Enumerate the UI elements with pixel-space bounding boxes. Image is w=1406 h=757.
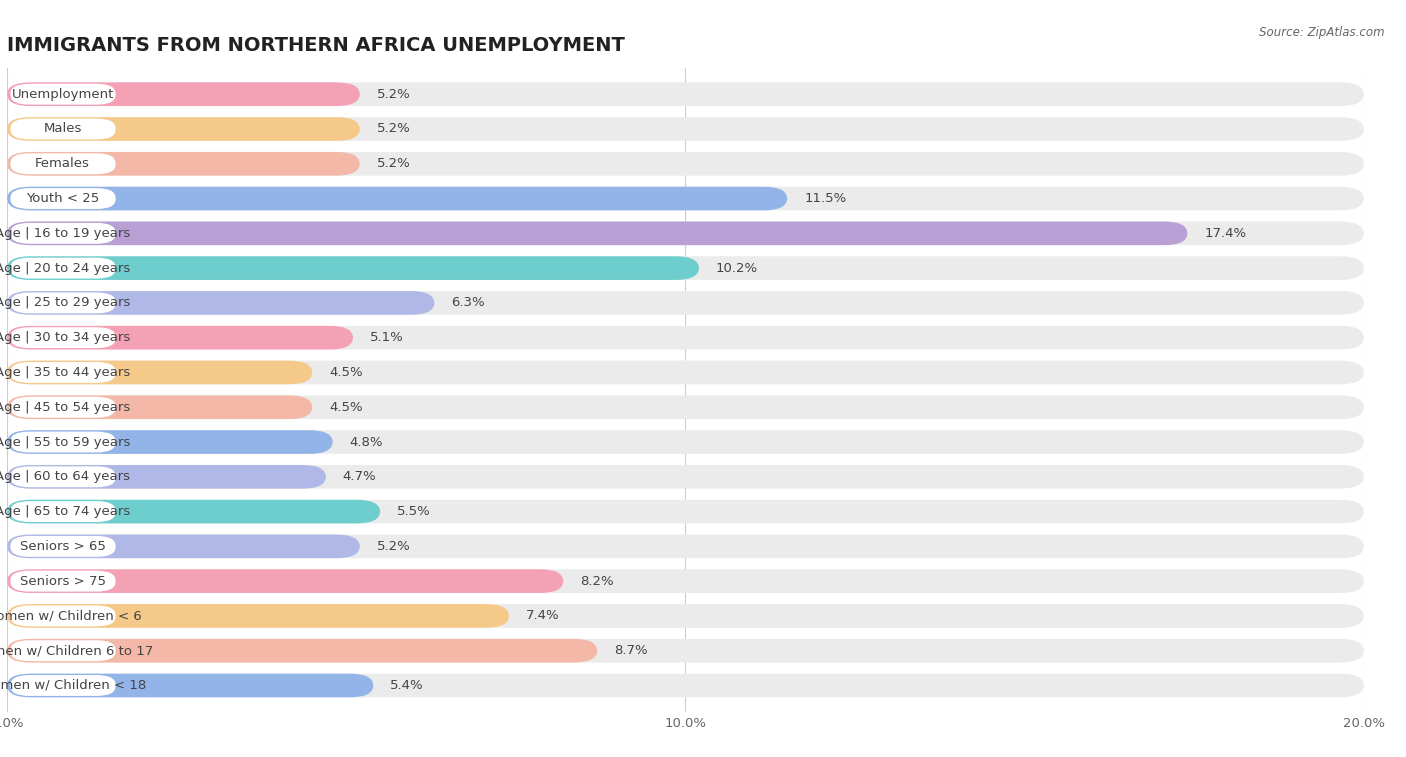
FancyBboxPatch shape	[10, 362, 115, 383]
Text: 5.2%: 5.2%	[377, 157, 411, 170]
Text: Source: ZipAtlas.com: Source: ZipAtlas.com	[1260, 26, 1385, 39]
FancyBboxPatch shape	[10, 536, 115, 557]
FancyBboxPatch shape	[7, 604, 509, 628]
FancyBboxPatch shape	[7, 500, 380, 523]
FancyBboxPatch shape	[7, 326, 1364, 350]
Text: Females: Females	[35, 157, 90, 170]
FancyBboxPatch shape	[7, 326, 353, 350]
Text: 4.5%: 4.5%	[329, 366, 363, 379]
Text: 6.3%: 6.3%	[451, 297, 485, 310]
Text: 5.2%: 5.2%	[377, 540, 411, 553]
Text: Unemployment: Unemployment	[11, 88, 114, 101]
FancyBboxPatch shape	[10, 188, 115, 209]
FancyBboxPatch shape	[7, 430, 333, 454]
FancyBboxPatch shape	[7, 291, 1364, 315]
Text: 11.5%: 11.5%	[804, 192, 846, 205]
FancyBboxPatch shape	[10, 431, 115, 453]
FancyBboxPatch shape	[7, 360, 312, 385]
FancyBboxPatch shape	[7, 395, 312, 419]
FancyBboxPatch shape	[7, 152, 1364, 176]
Text: 17.4%: 17.4%	[1205, 227, 1247, 240]
FancyBboxPatch shape	[7, 117, 1364, 141]
FancyBboxPatch shape	[7, 500, 1364, 523]
Text: 4.5%: 4.5%	[329, 400, 363, 414]
FancyBboxPatch shape	[10, 84, 115, 104]
FancyBboxPatch shape	[7, 117, 360, 141]
FancyBboxPatch shape	[7, 639, 598, 662]
Text: Seniors > 65: Seniors > 65	[20, 540, 105, 553]
FancyBboxPatch shape	[7, 534, 360, 558]
FancyBboxPatch shape	[7, 430, 1364, 454]
FancyBboxPatch shape	[10, 571, 115, 591]
FancyBboxPatch shape	[7, 569, 1364, 593]
FancyBboxPatch shape	[7, 465, 1364, 488]
FancyBboxPatch shape	[10, 154, 115, 174]
Text: 10.2%: 10.2%	[716, 262, 758, 275]
FancyBboxPatch shape	[7, 639, 1364, 662]
FancyBboxPatch shape	[10, 606, 115, 626]
FancyBboxPatch shape	[7, 257, 699, 280]
FancyBboxPatch shape	[7, 569, 564, 593]
Text: Age | 30 to 34 years: Age | 30 to 34 years	[0, 331, 131, 344]
FancyBboxPatch shape	[10, 223, 115, 244]
FancyBboxPatch shape	[7, 83, 1364, 106]
FancyBboxPatch shape	[7, 534, 1364, 558]
FancyBboxPatch shape	[7, 360, 1364, 385]
FancyBboxPatch shape	[7, 152, 360, 176]
Text: 8.2%: 8.2%	[581, 575, 614, 587]
Text: Age | 65 to 74 years: Age | 65 to 74 years	[0, 505, 131, 518]
FancyBboxPatch shape	[10, 397, 115, 418]
Text: Age | 45 to 54 years: Age | 45 to 54 years	[0, 400, 131, 414]
Text: Women w/ Children 6 to 17: Women w/ Children 6 to 17	[0, 644, 153, 657]
Text: Age | 35 to 44 years: Age | 35 to 44 years	[0, 366, 131, 379]
Text: 5.2%: 5.2%	[377, 88, 411, 101]
Text: 5.5%: 5.5%	[396, 505, 430, 518]
FancyBboxPatch shape	[10, 292, 115, 313]
Text: 5.2%: 5.2%	[377, 123, 411, 136]
Text: 4.7%: 4.7%	[343, 470, 377, 483]
FancyBboxPatch shape	[7, 395, 1364, 419]
FancyBboxPatch shape	[10, 119, 115, 139]
Text: 8.7%: 8.7%	[614, 644, 648, 657]
Text: Age | 60 to 64 years: Age | 60 to 64 years	[0, 470, 131, 483]
FancyBboxPatch shape	[7, 83, 360, 106]
FancyBboxPatch shape	[7, 674, 1364, 697]
Text: 4.8%: 4.8%	[350, 435, 382, 449]
FancyBboxPatch shape	[10, 640, 115, 661]
FancyBboxPatch shape	[7, 291, 434, 315]
FancyBboxPatch shape	[7, 222, 1188, 245]
Text: 7.4%: 7.4%	[526, 609, 560, 622]
Text: Women w/ Children < 18: Women w/ Children < 18	[0, 679, 146, 692]
FancyBboxPatch shape	[10, 257, 115, 279]
Text: Youth < 25: Youth < 25	[27, 192, 100, 205]
Text: Age | 25 to 29 years: Age | 25 to 29 years	[0, 297, 131, 310]
FancyBboxPatch shape	[10, 466, 115, 488]
Text: Males: Males	[44, 123, 82, 136]
FancyBboxPatch shape	[7, 465, 326, 488]
Text: Women w/ Children < 6: Women w/ Children < 6	[0, 609, 142, 622]
Text: IMMIGRANTS FROM NORTHERN AFRICA UNEMPLOYMENT: IMMIGRANTS FROM NORTHERN AFRICA UNEMPLOY…	[7, 36, 624, 55]
Text: Seniors > 75: Seniors > 75	[20, 575, 105, 587]
Text: 5.4%: 5.4%	[391, 679, 425, 692]
FancyBboxPatch shape	[7, 604, 1364, 628]
Text: Age | 55 to 59 years: Age | 55 to 59 years	[0, 435, 131, 449]
Text: Age | 16 to 19 years: Age | 16 to 19 years	[0, 227, 131, 240]
FancyBboxPatch shape	[10, 327, 115, 348]
FancyBboxPatch shape	[7, 222, 1364, 245]
FancyBboxPatch shape	[7, 674, 374, 697]
FancyBboxPatch shape	[7, 187, 1364, 210]
FancyBboxPatch shape	[10, 675, 115, 696]
FancyBboxPatch shape	[7, 187, 787, 210]
Text: Age | 20 to 24 years: Age | 20 to 24 years	[0, 262, 131, 275]
FancyBboxPatch shape	[10, 501, 115, 522]
FancyBboxPatch shape	[7, 257, 1364, 280]
Text: 5.1%: 5.1%	[370, 331, 404, 344]
